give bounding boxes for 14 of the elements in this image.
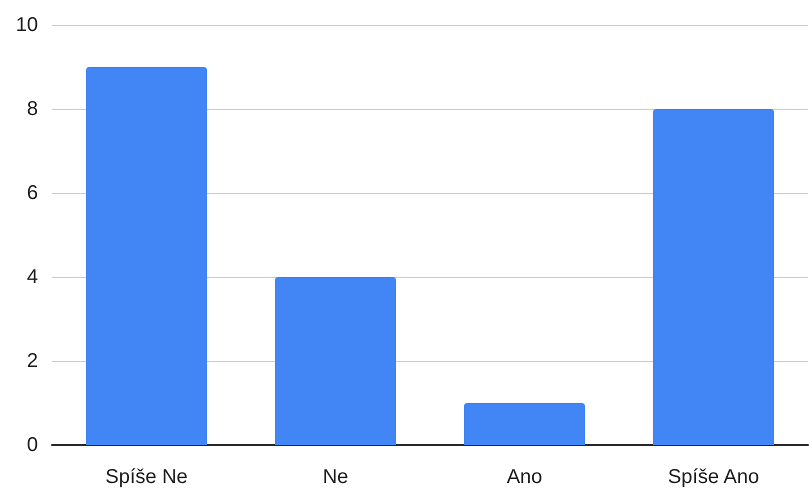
y-tick-label: 10 — [16, 14, 38, 36]
x-tick-label: Spíše Ne — [105, 466, 188, 488]
bar — [275, 277, 396, 445]
y-tick-label: 2 — [26, 350, 38, 372]
bar — [86, 67, 207, 445]
y-tick-label: 8 — [26, 98, 38, 120]
y-tick-label: 4 — [26, 266, 38, 288]
x-tick-label: Ano — [506, 466, 542, 488]
bar — [464, 403, 585, 445]
x-tick-label: Spíše Ano — [668, 466, 760, 488]
y-tick-label: 0 — [26, 434, 38, 456]
x-tick-label: Ne — [322, 466, 348, 488]
y-tick-label: 6 — [26, 182, 38, 204]
bar — [653, 109, 774, 445]
